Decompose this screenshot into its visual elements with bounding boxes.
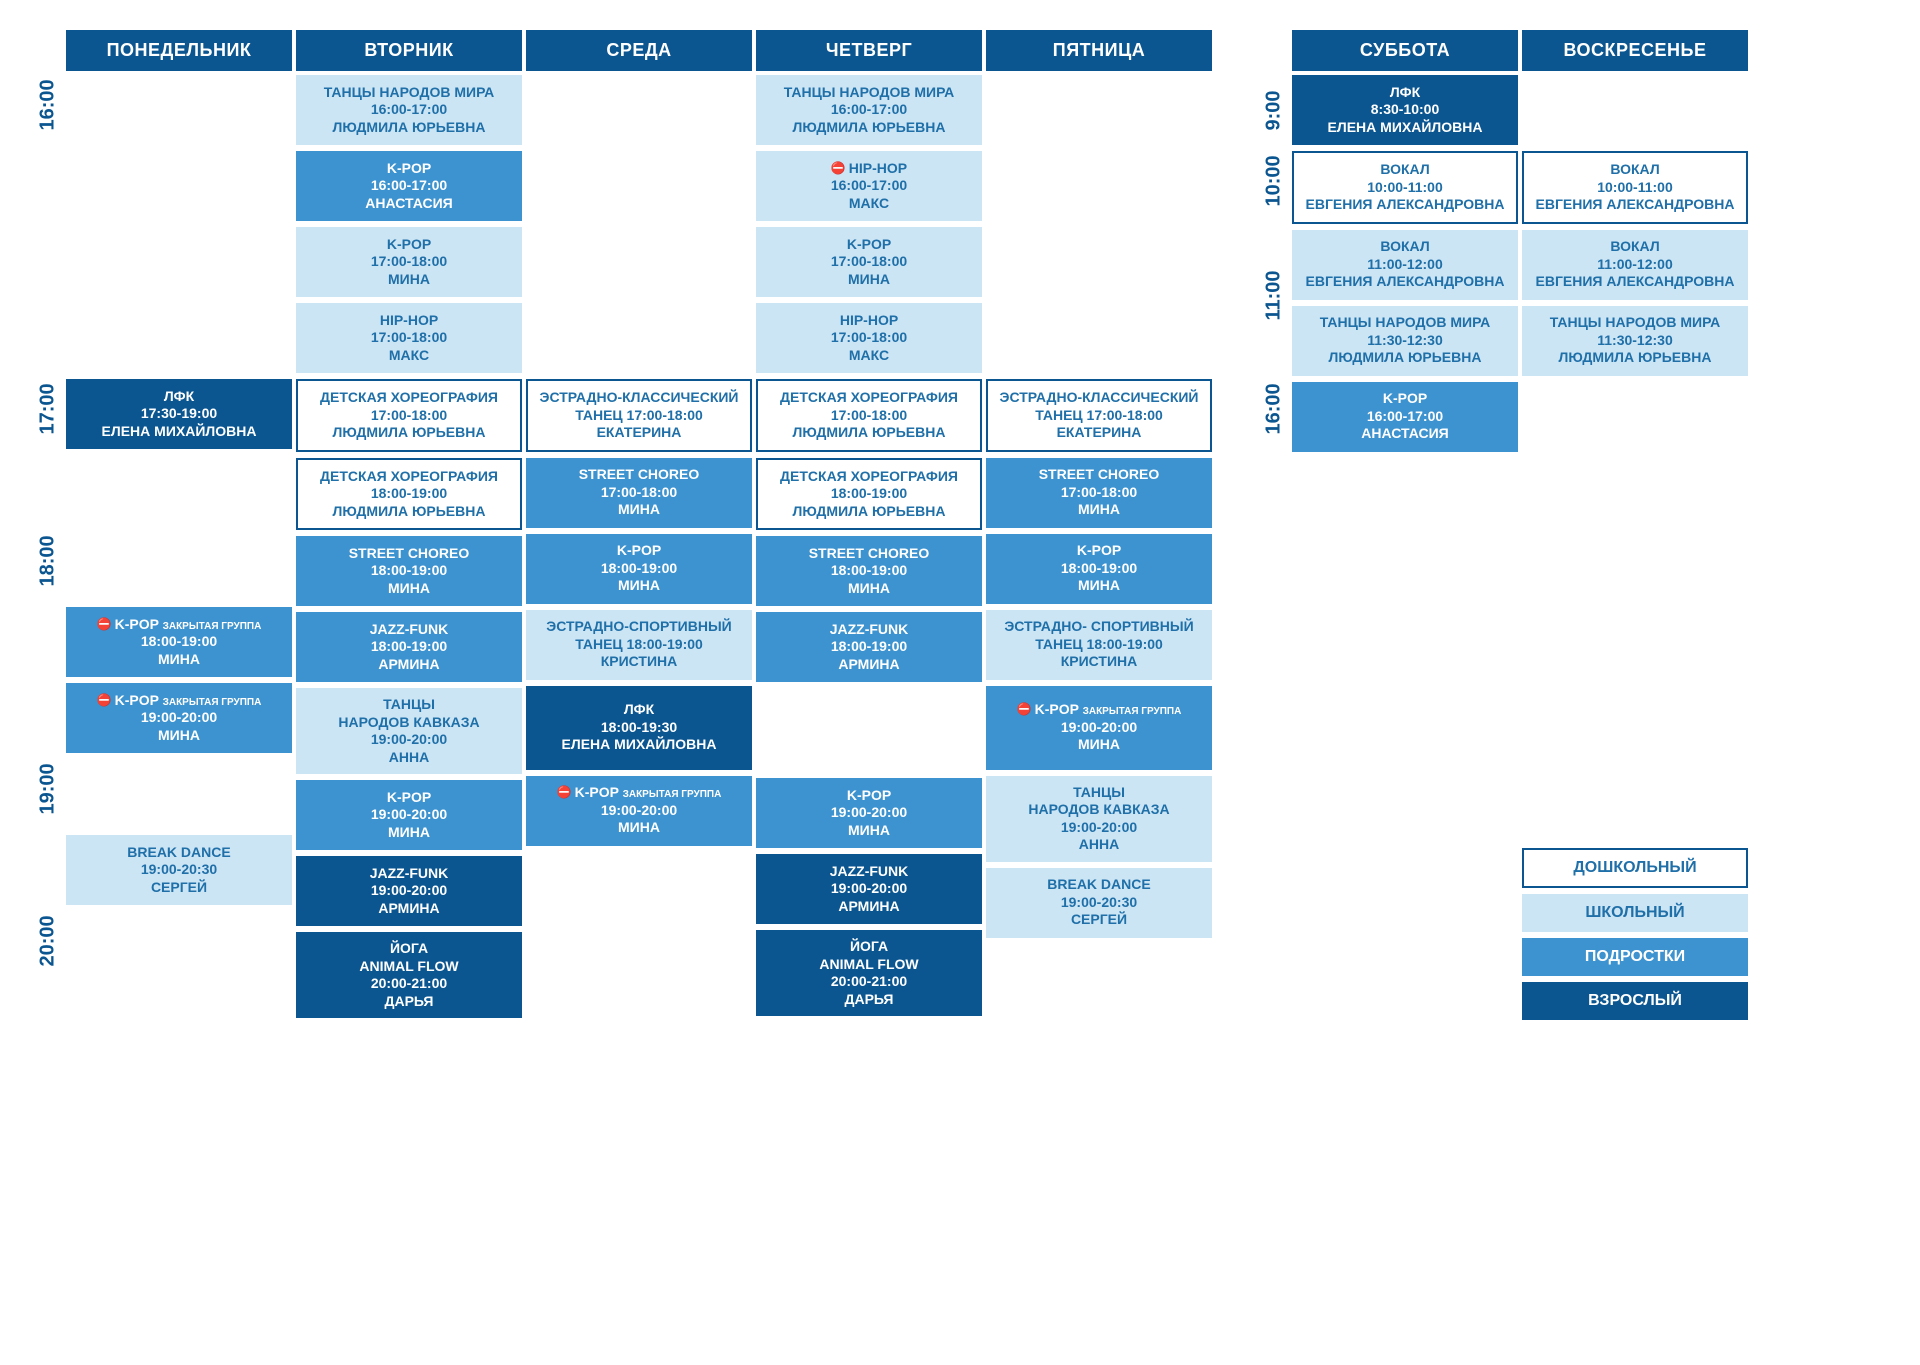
- time-1000: 10:00: [1263, 170, 1286, 206]
- legend-preschool: ДОШКОЛЬНЫЙ: [1522, 848, 1748, 888]
- header-sat: СУББОТА: [1292, 30, 1518, 71]
- cell-sat-1: ЛФК8:30-10:00ЕЛЕНА МИХАЙЛОВНА: [1292, 75, 1518, 145]
- cell-sun-2: ВОКАЛ11:00-12:00ЕВГЕНИЯ АЛЕКСАНДРОВНА: [1522, 230, 1748, 300]
- cell-tue-4: HIP-HOP17:00-18:00МАКС: [296, 303, 522, 373]
- header-sun: ВОСКРЕСЕНЬЕ: [1522, 30, 1748, 71]
- time-1100: 11:00: [1263, 284, 1286, 320]
- cell-wed-3: K-POP18:00-19:00МИНА: [526, 534, 752, 604]
- cell-thu-7: STREET CHOREO18:00-19:00МИНА: [756, 536, 982, 606]
- cell-tue-11: JAZZ-FUNK19:00-20:00АРМИНА: [296, 856, 522, 926]
- cell-tue-1: ТАНЦЫ НАРОДОВ МИРА16:00-17:00ЛЮДМИЛА ЮРЬ…: [296, 75, 522, 145]
- cell-thu-10: JAZZ-FUNK19:00-20:00АРМИНА: [756, 854, 982, 924]
- legend: ДОШКОЛЬНЫЙ ШКОЛЬНЫЙ ПОДРОСТКИ ВЗРОСЛЫЙ: [1522, 848, 1748, 1026]
- header-wed: СРЕДА: [526, 30, 752, 71]
- cell-sat-5: K-POP16:00-17:00АНАСТАСИЯ: [1292, 382, 1518, 452]
- cell-wed-1: ЭСТРАДНО-КЛАССИЧЕСКИЙТАНЕЦ 17:00-18:00ЕК…: [526, 379, 752, 452]
- cell-thu-5: ДЕТСКАЯ ХОРЕОГРАФИЯ17:00-18:00ЛЮДМИЛА ЮР…: [756, 379, 982, 452]
- cell-thu-2: HIP-HOP16:00-17:00МАКС: [756, 151, 982, 221]
- col-saturday: СУББОТА ЛФК8:30-10:00ЕЛЕНА МИХАЙЛОВНА ВО…: [1292, 30, 1518, 458]
- cell-thu-1: ТАНЦЫ НАРОДОВ МИРА16:00-17:00ЛЮДМИЛА ЮРЬ…: [756, 75, 982, 145]
- cell-wed-2: STREET CHOREO17:00-18:00МИНА: [526, 458, 752, 528]
- cell-sat-4: ТАНЦЫ НАРОДОВ МИРА11:30-12:30ЛЮДМИЛА ЮРЬ…: [1292, 306, 1518, 376]
- weekday-time-column: 16:00 17:00 18:00 19:00 20:00: [30, 30, 66, 1026]
- cell-thu-6: ДЕТСКАЯ ХОРЕОГРАФИЯ18:00-19:00ЛЮДМИЛА ЮР…: [756, 458, 982, 531]
- time-1900: 19:00: [37, 778, 60, 814]
- header-mon: ПОНЕДЕЛЬНИК: [66, 30, 292, 71]
- header-thu: ЧЕТВЕРГ: [756, 30, 982, 71]
- cell-thu-8: JAZZ-FUNK18:00-19:00АРМИНА: [756, 612, 982, 682]
- cell-fri-7: BREAK DANCE19:00-20:30СЕРГЕЙ: [986, 868, 1212, 938]
- cell-fri-3: K-POP18:00-19:00МИНА: [986, 534, 1212, 604]
- time-1600w: 16:00: [1263, 398, 1286, 434]
- cell-thu-9: K-POP19:00-20:00МИНА: [756, 778, 982, 848]
- weekend-time-column: 9:00 10:00 11:00 16:00: [1256, 30, 1292, 1026]
- cell-thu-4: HIP-HOP17:00-18:00МАКС: [756, 303, 982, 373]
- cell-thu-11: ЙОГАANIMAL FLOW20:00-21:00ДАРЬЯ: [756, 930, 982, 1016]
- header-fri: ПЯТНИЦА: [986, 30, 1212, 71]
- cell-tue-3: K-POP17:00-18:00МИНА: [296, 227, 522, 297]
- cell-tue-5: ДЕТСКАЯ ХОРЕОГРАФИЯ17:00-18:00ЛЮДМИЛА ЮР…: [296, 379, 522, 452]
- cell-sun-1: ВОКАЛ10:00-11:00ЕВГЕНИЯ АЛЕКСАНДРОВНА: [1522, 151, 1748, 224]
- cell-tue-12: ЙОГАANIMAL FLOW20:00-21:00ДАРЬЯ: [296, 932, 522, 1018]
- cell-wed-4: ЭСТРАДНО-СПОРТИВНЫЙТАНЕЦ 18:00-19:00КРИС…: [526, 610, 752, 680]
- col-thursday: ЧЕТВЕРГ ТАНЦЫ НАРОДОВ МИРА16:00-17:00ЛЮД…: [756, 30, 982, 1026]
- cell-tue-8: JAZZ-FUNK18:00-19:00АРМИНА: [296, 612, 522, 682]
- time-1700: 17:00: [37, 398, 60, 434]
- col-monday: ПОНЕДЕЛЬНИК ЛФК 17:30-19:00 ЕЛЕНА МИХАЙЛ…: [66, 30, 292, 1026]
- cell-fri-4: ЭСТРАДНО- СПОРТИВНЫЙТАНЕЦ 18:00-19:00КРИ…: [986, 610, 1212, 680]
- col-friday: ПЯТНИЦА ЭСТРАДНО-КЛАССИЧЕСКИЙТАНЕЦ 17:00…: [986, 30, 1212, 1026]
- cell-tue-10: K-POP19:00-20:00МИНА: [296, 780, 522, 850]
- col-wednesday: СРЕДА ЭСТРАДНО-КЛАССИЧЕСКИЙТАНЕЦ 17:00-1…: [526, 30, 752, 1026]
- time-2000: 20:00: [37, 930, 60, 966]
- cell-fri-6: ТАНЦЫНАРОДОВ КАВКАЗА19:00-20:00АННА: [986, 776, 1212, 862]
- cell-sat-3: ВОКАЛ11:00-12:00ЕВГЕНИЯ АЛЕКСАНДРОВНА: [1292, 230, 1518, 300]
- cell-mon-kpop2: K-POP ЗАКРЫТАЯ ГРУППА 19:00-20:00 МИНА: [66, 683, 292, 753]
- time-1800: 18:00: [37, 550, 60, 586]
- cell-fri-1: ЭСТРАДНО-КЛАССИЧЕСКИЙТАНЕЦ 17:00-18:00ЕК…: [986, 379, 1212, 452]
- cell-mon-lfk: ЛФК 17:30-19:00 ЕЛЕНА МИХАЙЛОВНА: [66, 379, 292, 449]
- cell-sun-3: ТАНЦЫ НАРОДОВ МИРА11:30-12:30ЛЮДМИЛА ЮРЬ…: [1522, 306, 1748, 376]
- col-sunday: ВОСКРЕСЕНЬЕ ВОКАЛ10:00-11:00ЕВГЕНИЯ АЛЕК…: [1522, 30, 1748, 458]
- col-tuesday: ВТОРНИК ТАНЦЫ НАРОДОВ МИРА16:00-17:00ЛЮД…: [296, 30, 522, 1026]
- cell-tue-2: K-POP16:00-17:00АНАСТАСИЯ: [296, 151, 522, 221]
- cell-mon-kpop1: K-POP ЗАКРЫТАЯ ГРУППА 18:00-19:00 МИНА: [66, 607, 292, 677]
- cell-sat-2: ВОКАЛ10:00-11:00ЕВГЕНИЯ АЛЕКСАНДРОВНА: [1292, 151, 1518, 224]
- weekend-block: 9:00 10:00 11:00 16:00 СУББОТА ЛФК8:30-1…: [1256, 30, 1752, 1026]
- schedule-grid: 16:00 17:00 18:00 19:00 20:00 ПОНЕДЕЛЬНИ…: [30, 30, 1890, 1026]
- weekday-block: 16:00 17:00 18:00 19:00 20:00 ПОНЕДЕЛЬНИ…: [30, 30, 1216, 1026]
- cell-wed-6: K-POP ЗАКРЫТАЯ ГРУППА 19:00-20:00МИНА: [526, 776, 752, 846]
- time-1600: 16:00: [37, 94, 60, 130]
- cell-tue-7: STREET CHOREO18:00-19:00МИНА: [296, 536, 522, 606]
- legend-teen: ПОДРОСТКИ: [1522, 938, 1748, 976]
- cell-tue-9: ТАНЦЫНАРОДОВ КАВКАЗА19:00-20:00АННА: [296, 688, 522, 774]
- cell-thu-3: K-POP17:00-18:00МИНА: [756, 227, 982, 297]
- cell-wed-5: ЛФК18:00-19:30ЕЛЕНА МИХАЙЛОВНА: [526, 686, 752, 770]
- cell-fri-2: STREET CHOREO17:00-18:00МИНА: [986, 458, 1212, 528]
- cell-fri-5: K-POP ЗАКРЫТАЯ ГРУППА 19:00-20:00МИНА: [986, 686, 1212, 770]
- header-tue: ВТОРНИК: [296, 30, 522, 71]
- cell-tue-6: ДЕТСКАЯ ХОРЕОГРАФИЯ18:00-19:00ЛЮДМИЛА ЮР…: [296, 458, 522, 531]
- cell-mon-break: BREAK DANCE 19:00-20:30 СЕРГЕЙ: [66, 835, 292, 905]
- time-900: 9:00: [1263, 94, 1286, 130]
- legend-school: ШКОЛЬНЫЙ: [1522, 894, 1748, 932]
- legend-adult: ВЗРОСЛЫЙ: [1522, 982, 1748, 1020]
